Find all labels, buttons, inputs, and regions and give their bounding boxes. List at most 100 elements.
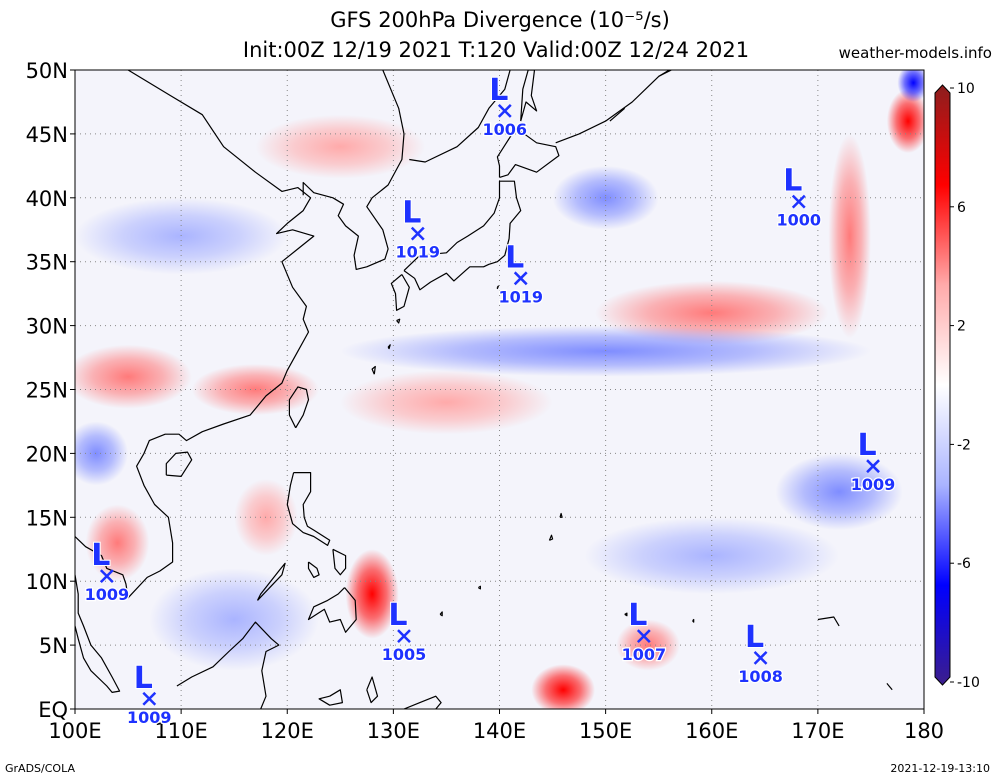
low-letter: L [628, 598, 647, 633]
low-center-marker [753, 650, 768, 665]
low-pressure-center: L 1009 [126, 660, 173, 728]
divergence-positive-area [75, 344, 192, 409]
divergence-positive-area [255, 114, 426, 179]
coastline [288, 386, 310, 429]
x-tick-label: 140E [473, 719, 526, 743]
coastline [520, 70, 538, 122]
x-tick-label: 120E [261, 719, 314, 743]
colorbar-label: 6 [957, 200, 966, 216]
low-letter: L [489, 73, 508, 108]
coastline [318, 689, 343, 706]
y-tick-label: 30N [26, 315, 68, 339]
low-pressure-center: L 1007 [620, 597, 667, 665]
y-tick-label: 45N [26, 123, 68, 147]
low-center-marker [866, 459, 880, 474]
divergence-negative-area [75, 197, 288, 275]
axes: 100E 110E 120E 130E 140E 150E 160E 170E 180 EQ 5N 1… [26, 59, 944, 743]
low-letter: L [134, 661, 153, 696]
coastline [496, 285, 499, 290]
low-pressure-value: 1006 [483, 120, 528, 139]
chart-subtitle: Init:00Z 12/19 2021 T:120 Valid:00Z 12/2… [242, 38, 750, 62]
colorbar-label: -6 [957, 556, 971, 572]
footer-left: GrADS/COLA [5, 762, 75, 775]
coastline [371, 365, 376, 375]
low-letter: L [745, 620, 764, 655]
coastline [409, 70, 511, 163]
coastline [286, 472, 331, 546]
y-tick-label: 50N [26, 59, 68, 83]
low-center-marker [397, 629, 411, 644]
divergence-positive-area [345, 549, 399, 639]
low-pressure-value: 1007 [622, 645, 667, 664]
low-center-marker [636, 629, 651, 644]
colorbar: 10 6 2 -2 -6 -10 [934, 81, 980, 691]
low-letter: L [857, 428, 876, 463]
low-letter: L [783, 164, 802, 199]
coastline [886, 683, 893, 691]
low-pressure-center: L 1009 [83, 537, 130, 605]
x-tick-label: 100E [48, 719, 101, 743]
coastline [256, 562, 286, 601]
divergence-negative-area [75, 421, 129, 486]
y-tick-label: 35N [26, 251, 68, 275]
low-pressure-center: L 1019 [394, 195, 441, 263]
coastline [403, 180, 522, 291]
y-tick-label: 5N [39, 634, 68, 658]
low-letter: L [402, 196, 421, 231]
coastline [366, 676, 379, 704]
x-tick-label: 110E [154, 719, 207, 743]
colorbar-scale [934, 84, 951, 686]
coastline [75, 574, 121, 693]
low-letter: L [388, 598, 407, 633]
coastlines [75, 70, 893, 709]
coastline [302, 70, 405, 270]
x-tick-label: 160E [685, 719, 738, 743]
low-center-marker [513, 271, 528, 286]
low-pressure-center: L 1006 [481, 72, 528, 140]
low-center-marker [142, 691, 157, 706]
coastline [176, 621, 280, 709]
source-label: weather-models.info [838, 44, 992, 62]
divergence-negative-area [340, 325, 871, 377]
low-center-marker [497, 104, 512, 118]
coastline [332, 548, 347, 576]
coastline [403, 695, 442, 709]
footer-right: 2021-12-19-13:10 [890, 762, 990, 775]
divergence-positive-area [340, 370, 553, 435]
coastline [390, 274, 410, 311]
low-pressure-value: 1005 [382, 645, 427, 664]
coastline [165, 451, 193, 477]
coastline [75, 70, 315, 599]
low-pressure-value: 1000 [777, 211, 822, 230]
x-tick-label: 130E [367, 719, 420, 743]
y-tick-label: EQ [38, 698, 68, 722]
low-center-marker [791, 194, 806, 209]
low-pressure-value: 1019 [396, 243, 441, 262]
coastline [387, 344, 391, 350]
divergence-field [75, 70, 924, 709]
coastline [817, 616, 840, 627]
low-letter: L [505, 240, 524, 275]
y-tick-label: 15N [26, 506, 68, 530]
low-pressure-center: L 1000 [775, 163, 822, 231]
divergence-negative-area [897, 70, 924, 102]
low-center-marker [410, 226, 425, 241]
low-pressure-centers: L 1006 L 1019 L 1019 L 1000 L 1009 L 1009 L 1005 L 1007… [83, 72, 896, 728]
x-tick-label: 170E [791, 719, 844, 743]
y-tick-label: 40N [26, 187, 68, 211]
coastline [548, 534, 554, 541]
coastline [658, 70, 672, 77]
colorbar-label: -2 [957, 437, 971, 453]
y-tick-label: 10N [26, 570, 68, 594]
x-tick-label: 150E [579, 719, 632, 743]
colorbar-label: 2 [957, 319, 966, 335]
coastline [477, 585, 481, 590]
low-pressure-value: 1009 [127, 708, 172, 727]
low-center-marker [99, 569, 114, 583]
low-pressure-center: L 1019 [497, 239, 544, 307]
coastline [307, 587, 357, 633]
low-letter: L [91, 538, 110, 573]
divergence-positive-area [828, 133, 871, 339]
divergence-positive-area [886, 89, 924, 154]
